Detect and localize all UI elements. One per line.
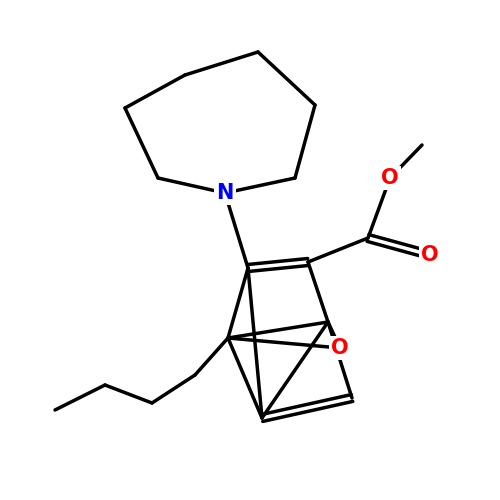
Text: N: N — [216, 183, 234, 203]
Text: O: O — [421, 245, 439, 265]
Text: O: O — [381, 168, 399, 188]
Text: O: O — [331, 338, 349, 358]
